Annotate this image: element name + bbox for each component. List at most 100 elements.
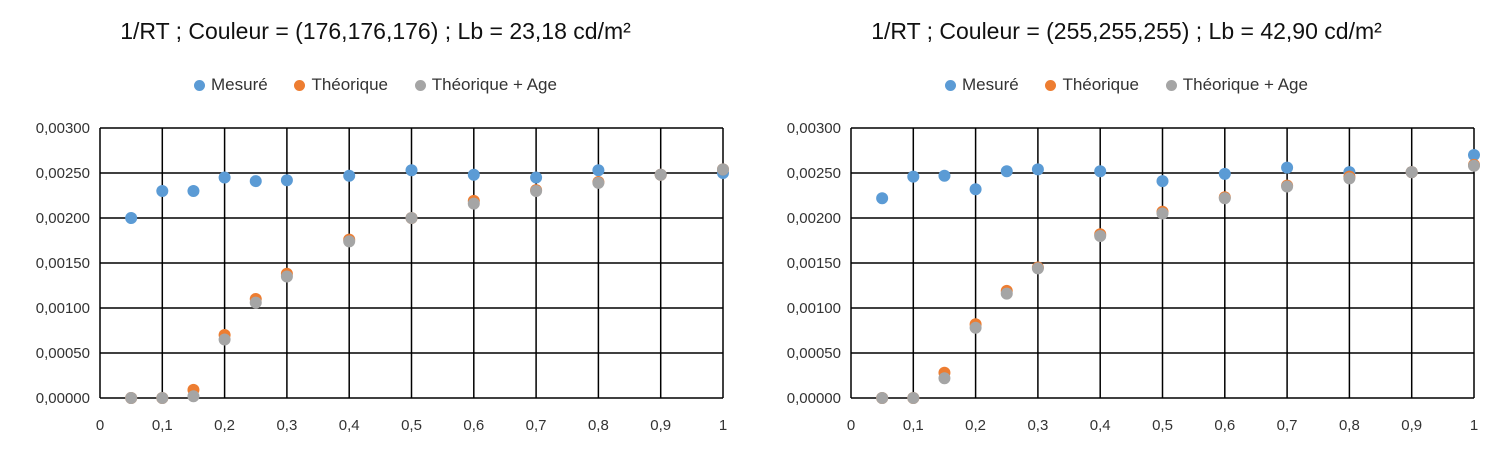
data-point <box>907 392 920 404</box>
data-point <box>1281 161 1294 174</box>
legend-item-theorique: Théorique <box>294 75 388 95</box>
data-point <box>125 392 138 404</box>
x-tick-label: 1 <box>719 417 727 434</box>
data-point <box>1156 175 1169 188</box>
legend-marker-icon <box>1045 79 1057 91</box>
data-point <box>343 169 356 182</box>
x-tick-label: 0,6 <box>463 417 484 434</box>
y-tick-label: 0,00200 <box>787 210 841 227</box>
data-point <box>405 164 418 177</box>
x-tick-label: 0,9 <box>650 417 671 434</box>
data-point <box>530 185 543 197</box>
data-point <box>592 164 605 177</box>
series-2 <box>876 159 1480 404</box>
y-tick-label: 0,00000 <box>36 390 90 407</box>
chart-left: 1/RT ; Couleur = (176,176,176) ; Lb = 23… <box>0 18 751 434</box>
chart-right: 1/RT ; Couleur = (255,255,255) ; Lb = 42… <box>751 0 1502 450</box>
x-tick-label: 0,8 <box>1339 417 1360 434</box>
data-point <box>592 176 605 189</box>
data-point <box>218 333 231 346</box>
data-point <box>969 321 982 334</box>
data-point <box>1281 180 1294 193</box>
y-tick-label: 0,00050 <box>36 345 90 362</box>
x-tick-label: 0,1 <box>903 417 924 434</box>
data-point <box>876 192 889 205</box>
plot-area: 0,00000 0,00050 0,00100 0,00150 0,00200 0,002… <box>787 120 1480 434</box>
legend-marker-icon <box>1165 79 1177 91</box>
legend: Mesuré Théorique Théorique + Age <box>0 74 751 95</box>
y-tick-label: 0,00150 <box>787 255 841 272</box>
data-point <box>187 185 200 197</box>
data-point <box>1000 165 1013 178</box>
x-tick-label: 0,4 <box>339 417 360 434</box>
legend-marker-icon <box>945 79 957 91</box>
y-tick-label: 0,00100 <box>787 300 841 317</box>
legend-item-theorique: Théorique <box>1045 75 1139 95</box>
data-point <box>1468 159 1480 172</box>
x-tick-label: 0,3 <box>276 417 297 434</box>
legend-marker-icon <box>414 79 426 91</box>
legend-marker-icon <box>194 79 206 91</box>
data-point <box>1218 167 1231 180</box>
data-point <box>249 296 262 309</box>
y-tick-label: 0,00100 <box>36 300 90 317</box>
x-tick-label: 0,5 <box>1152 417 1173 434</box>
series-2 <box>125 163 729 404</box>
data-point <box>1094 230 1107 242</box>
y-tick-label: 0,00000 <box>787 390 841 407</box>
data-point <box>907 170 920 183</box>
y-tick-label: 0,00050 <box>787 345 841 362</box>
legend-item-mesure: Mesuré <box>945 75 1019 95</box>
data-point <box>125 212 138 224</box>
chart-title: 1/RT ; Couleur = (176,176,176) ; Lb = 23… <box>120 18 631 44</box>
legend-label: Théorique + Age <box>1182 74 1308 94</box>
x-tick-label: 0,1 <box>152 417 173 434</box>
data-point <box>938 169 951 182</box>
data-point <box>467 168 480 181</box>
x-tick-label: 0,3 <box>1027 417 1048 434</box>
data-point <box>280 174 293 187</box>
x-tick-label: 0,7 <box>1277 417 1298 434</box>
legend-label: Mesuré <box>211 74 268 94</box>
y-tick-label: 0,00300 <box>787 120 841 137</box>
data-point <box>343 235 356 248</box>
y-tick-label: 0,00200 <box>36 210 90 227</box>
legend-label: Théorique <box>311 74 388 94</box>
series-1 <box>125 163 729 404</box>
x-tick-label: 0,2 <box>965 417 986 434</box>
data-point <box>1094 165 1107 178</box>
data-point <box>405 212 418 224</box>
data-point <box>1031 163 1044 176</box>
series-1 <box>876 158 1480 404</box>
x-tick-label: 0,2 <box>214 417 235 434</box>
data-point <box>249 175 262 188</box>
data-point <box>218 171 231 184</box>
legend-item-theorique-age: Théorique + Age <box>1165 74 1308 95</box>
x-tick-label: 0,7 <box>526 417 547 434</box>
x-tick-label: 1 <box>1470 417 1478 434</box>
series-0 <box>876 149 1480 205</box>
legend-label: Mesuré <box>962 74 1019 94</box>
x-tick-label: 0,8 <box>588 417 609 434</box>
x-tick-label: 0,9 <box>1401 417 1422 434</box>
data-point <box>1000 287 1013 300</box>
gridlines <box>850 127 1475 399</box>
data-point <box>1343 172 1356 185</box>
x-tick-label: 0,4 <box>1090 417 1111 434</box>
y-tick-label: 0,00250 <box>36 165 90 182</box>
data-point <box>1405 166 1418 179</box>
data-point <box>1031 262 1044 275</box>
data-point <box>1156 207 1169 220</box>
data-point <box>156 185 169 197</box>
data-point <box>467 197 480 210</box>
y-tick-label: 0,00150 <box>36 255 90 272</box>
data-point <box>654 168 667 181</box>
legend: Mesuré Théorique Théorique + Age <box>751 74 1502 95</box>
data-point <box>156 392 169 404</box>
data-point <box>969 183 982 196</box>
plot-area: 0,00000 0,00050 0,00100 0,00150 0,00200 0,002… <box>36 120 729 434</box>
data-point <box>187 390 200 403</box>
x-tick-label: 0,5 <box>401 417 422 434</box>
data-point <box>280 270 293 283</box>
legend-item-mesure: Mesuré <box>194 75 268 95</box>
